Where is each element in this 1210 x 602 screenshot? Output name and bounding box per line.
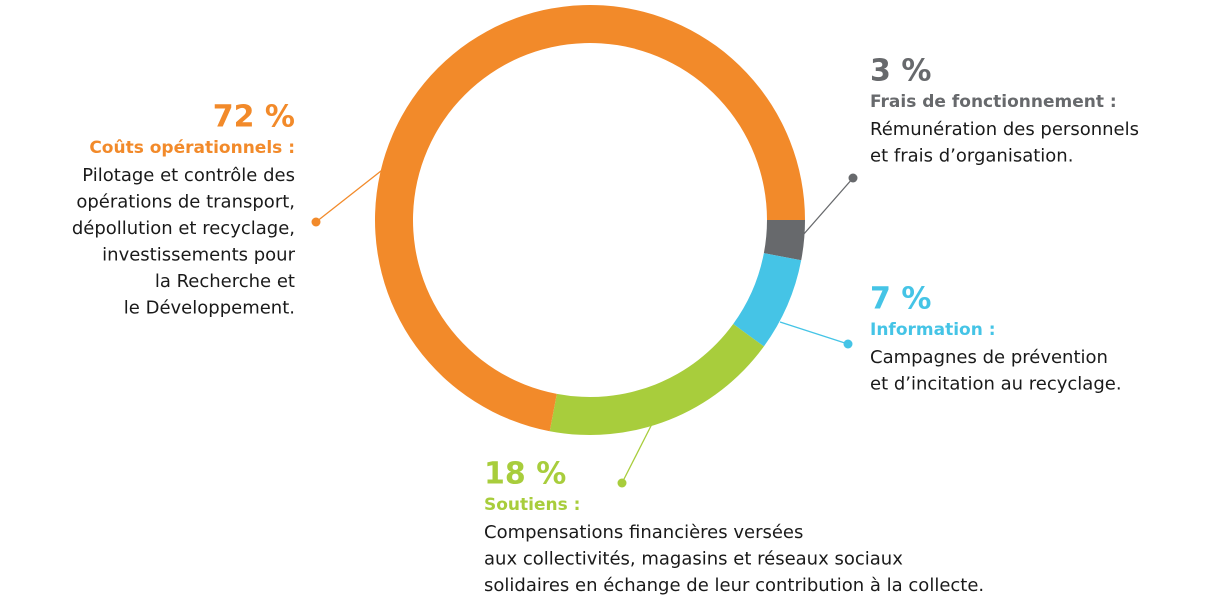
value-label: 72 % bbox=[213, 100, 295, 135]
description-line: et frais d’organisation. bbox=[870, 146, 1073, 167]
leader-line bbox=[621, 417, 656, 484]
description-line: investissements pour bbox=[102, 245, 295, 266]
leader-dot bbox=[843, 339, 853, 349]
category-label: Soutiens : bbox=[484, 495, 580, 515]
description-line: Campagnes de prévention bbox=[870, 347, 1108, 368]
category-label: Information : bbox=[870, 320, 996, 340]
value-label: 18 % bbox=[484, 457, 566, 492]
description-line: opérations de transport, bbox=[76, 192, 295, 213]
leader-dot bbox=[617, 478, 627, 488]
description-line: Rémunération des personnels bbox=[870, 119, 1139, 140]
category-label: Frais de fonctionnement : bbox=[870, 92, 1117, 112]
leader-line bbox=[779, 321, 849, 345]
description-line: la Recherche et bbox=[155, 271, 295, 292]
description-line: solidaires en échange de leur contributi… bbox=[484, 575, 984, 596]
description-line: Pilotage et contrôle des bbox=[82, 165, 295, 186]
description-line: aux collectivités, magasins et réseaux s… bbox=[484, 549, 903, 570]
leader-dot bbox=[848, 173, 858, 183]
description-line: dépollution et recyclage, bbox=[72, 218, 295, 239]
leader-dot bbox=[311, 217, 321, 227]
leader-line bbox=[315, 159, 396, 223]
donut-slice bbox=[733, 253, 802, 347]
value-label: 7 % bbox=[870, 282, 931, 317]
value-label: 3 % bbox=[870, 54, 931, 89]
description-line: le Développement. bbox=[124, 298, 295, 319]
description-line: et d’incitation au recyclage. bbox=[870, 374, 1122, 395]
donut-slice bbox=[549, 324, 764, 436]
category-label: Coûts opérationnels : bbox=[89, 138, 295, 158]
leader-line bbox=[802, 177, 854, 236]
donut-slice bbox=[763, 220, 805, 261]
description-line: Compensations financières versées bbox=[484, 522, 803, 543]
